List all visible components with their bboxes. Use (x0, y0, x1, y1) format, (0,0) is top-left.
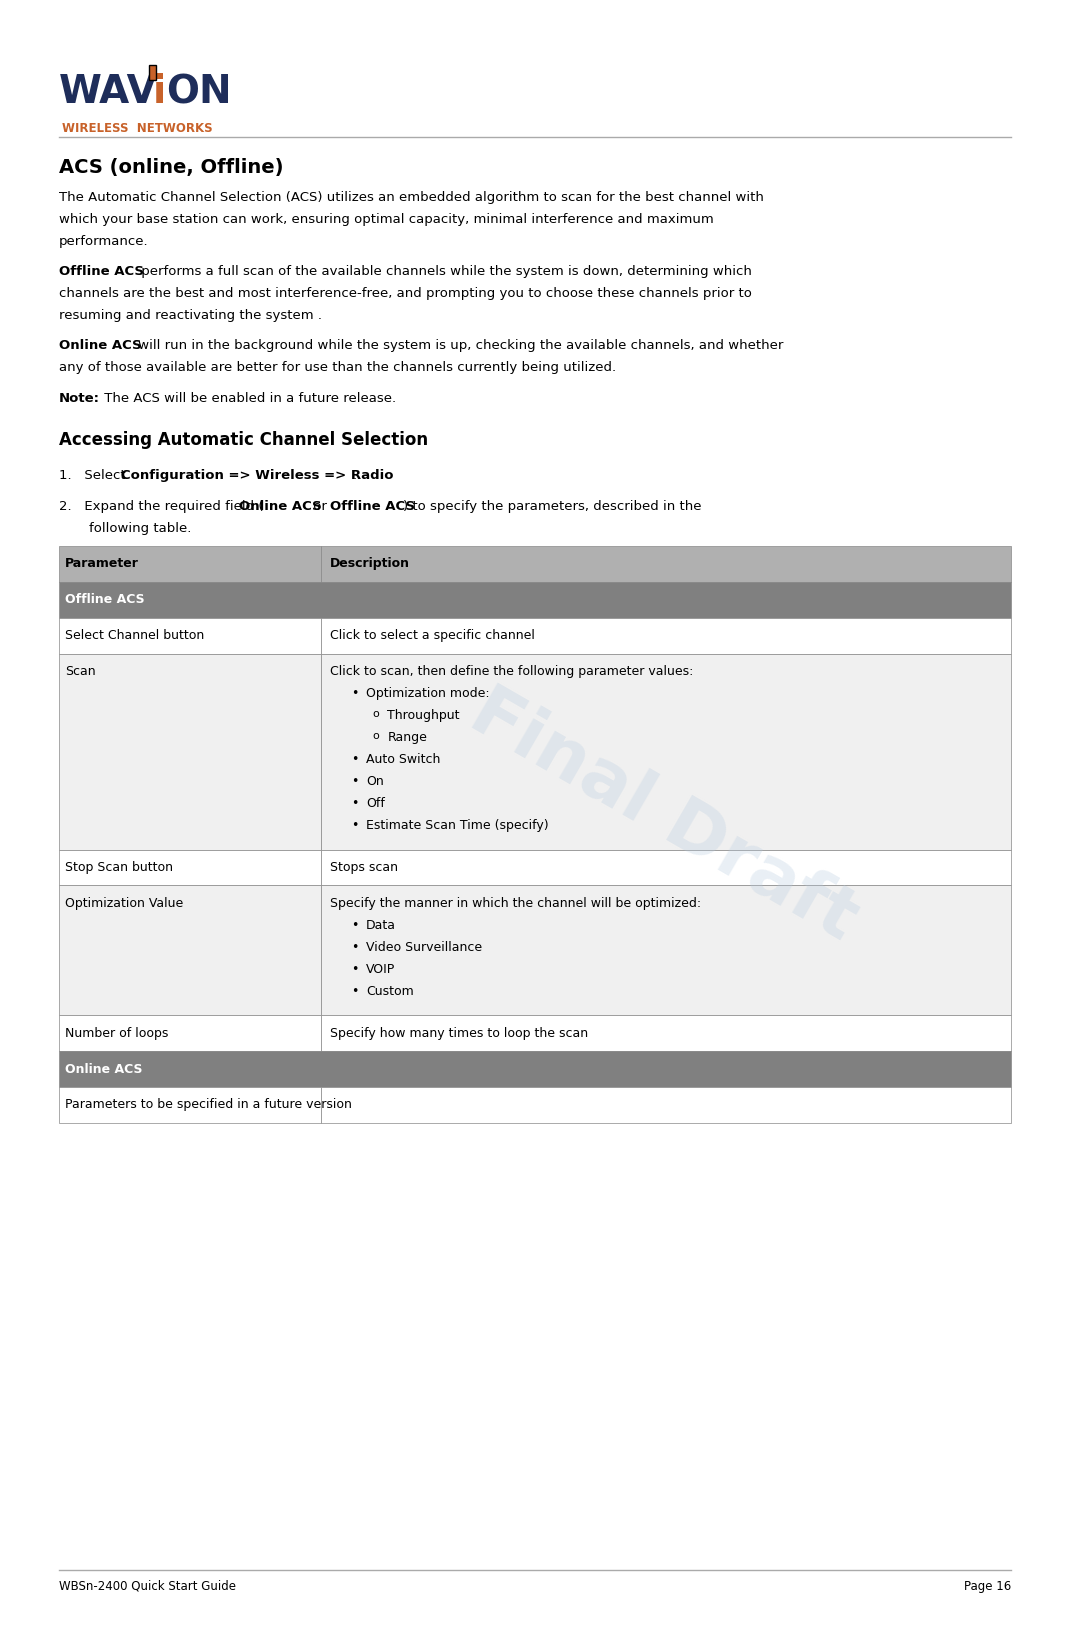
Text: •: • (351, 754, 358, 767)
Text: Optimization Value: Optimization Value (65, 898, 184, 911)
Text: Select Channel button: Select Channel button (65, 630, 204, 643)
Bar (321, 619, 1011, 654)
Text: o: o (372, 710, 379, 720)
Bar (59, 619, 321, 654)
Bar (59, 886, 321, 1015)
Text: •: • (351, 775, 358, 788)
Text: Online ACS: Online ACS (65, 1062, 142, 1075)
Text: any of those available are better for use than the channels currently being util: any of those available are better for us… (59, 361, 616, 374)
Text: Estimate Scan Time (specify): Estimate Scan Time (specify) (366, 819, 549, 832)
Text: 2.   Expand the required field (: 2. Expand the required field ( (59, 499, 263, 512)
Text: Optimization mode:: Optimization mode: (366, 687, 490, 700)
Text: Online ACS: Online ACS (59, 339, 141, 353)
Text: performance.: performance. (59, 235, 149, 248)
Text: Parameter: Parameter (65, 558, 139, 571)
Text: Specify the manner in which the channel will be optimized:: Specify the manner in which the channel … (330, 898, 701, 911)
Text: ) to specify the parameters, described in the: ) to specify the parameters, described i… (403, 499, 702, 512)
Text: Number of loops: Number of loops (65, 1027, 169, 1040)
Text: •: • (351, 963, 358, 976)
Text: resuming and reactivating the system .: resuming and reactivating the system . (59, 308, 322, 322)
Text: WBSn-2400 Quick Start Guide: WBSn-2400 Quick Start Guide (59, 1580, 235, 1593)
Text: .: . (353, 468, 357, 481)
Text: Configuration => Wireless => Radio: Configuration => Wireless => Radio (121, 468, 394, 481)
Text: Stop Scan button: Stop Scan button (65, 862, 173, 875)
Text: •: • (351, 919, 358, 932)
Text: Auto Switch: Auto Switch (366, 754, 441, 767)
Text: i: i (153, 73, 166, 111)
Text: Click to select a specific channel: Click to select a specific channel (330, 630, 534, 643)
Text: Click to scan, then define the following parameter values:: Click to scan, then define the following… (330, 666, 693, 679)
Text: Data: Data (366, 919, 396, 932)
Text: •: • (351, 798, 358, 811)
Text: WAV: WAV (59, 73, 157, 111)
Text: Offline ACS: Offline ACS (59, 264, 143, 277)
Text: which your base station can work, ensuring optimal capacity, minimal interferenc: which your base station can work, ensuri… (59, 212, 714, 225)
Text: ON: ON (166, 73, 231, 111)
Text: Video Surveillance: Video Surveillance (366, 942, 483, 955)
Text: •: • (351, 687, 358, 700)
Text: o: o (372, 731, 379, 741)
Bar (321, 1087, 1011, 1123)
Text: Accessing Automatic Channel Selection: Accessing Automatic Channel Selection (59, 431, 428, 449)
Text: •: • (351, 942, 358, 955)
Text: Description: Description (330, 558, 410, 571)
Text: channels are the best and most interference-free, and prompting you to choose th: channels are the best and most interfere… (59, 287, 752, 300)
Text: •: • (351, 986, 358, 999)
Bar (59, 583, 1011, 619)
Text: Stops scan: Stops scan (330, 862, 398, 875)
Text: Final Draft: Final Draft (458, 677, 869, 955)
FancyBboxPatch shape (149, 65, 156, 80)
Bar (59, 1051, 1011, 1087)
Bar (59, 547, 321, 583)
Bar (59, 1015, 321, 1051)
Text: The ACS will be enabled in a future release.: The ACS will be enabled in a future rele… (100, 392, 396, 405)
Text: 1.   Select: 1. Select (59, 468, 129, 481)
Bar (321, 1015, 1011, 1051)
Text: Offline ACS: Offline ACS (65, 594, 144, 607)
Bar (321, 850, 1011, 886)
Text: On: On (366, 775, 384, 788)
Text: Offline ACS: Offline ACS (330, 499, 414, 512)
Text: WIRELESS  NETWORKS: WIRELESS NETWORKS (62, 122, 213, 135)
Text: Range: Range (387, 731, 427, 744)
Bar (59, 1087, 321, 1123)
Text: VOIP: VOIP (366, 963, 395, 976)
Text: •: • (351, 819, 358, 832)
Text: ACS (online, Offline): ACS (online, Offline) (59, 158, 284, 178)
Bar (321, 886, 1011, 1015)
Text: Note:: Note: (59, 392, 100, 405)
Text: performs a full scan of the available channels while the system is down, determi: performs a full scan of the available ch… (137, 264, 752, 277)
Text: Scan: Scan (65, 666, 96, 679)
Text: Specify how many times to loop the scan: Specify how many times to loop the scan (330, 1027, 587, 1040)
Text: following table.: following table. (89, 522, 192, 535)
Text: will run in the background while the system is up, checking the available channe: will run in the background while the sys… (134, 339, 783, 353)
Text: Throughput: Throughput (387, 710, 460, 723)
Bar (59, 850, 321, 886)
Text: The Automatic Channel Selection (ACS) utilizes an embedded algorithm to scan for: The Automatic Channel Selection (ACS) ut… (59, 191, 764, 204)
Bar (321, 547, 1011, 583)
Text: Off: Off (366, 798, 385, 811)
Text: Parameters to be specified in a future version: Parameters to be specified in a future v… (65, 1098, 352, 1111)
Text: or: or (309, 499, 332, 512)
Text: Page 16: Page 16 (964, 1580, 1011, 1593)
Bar (59, 654, 321, 850)
Text: Custom: Custom (366, 986, 414, 999)
Text: Online ACS: Online ACS (239, 499, 321, 512)
Bar (321, 654, 1011, 850)
